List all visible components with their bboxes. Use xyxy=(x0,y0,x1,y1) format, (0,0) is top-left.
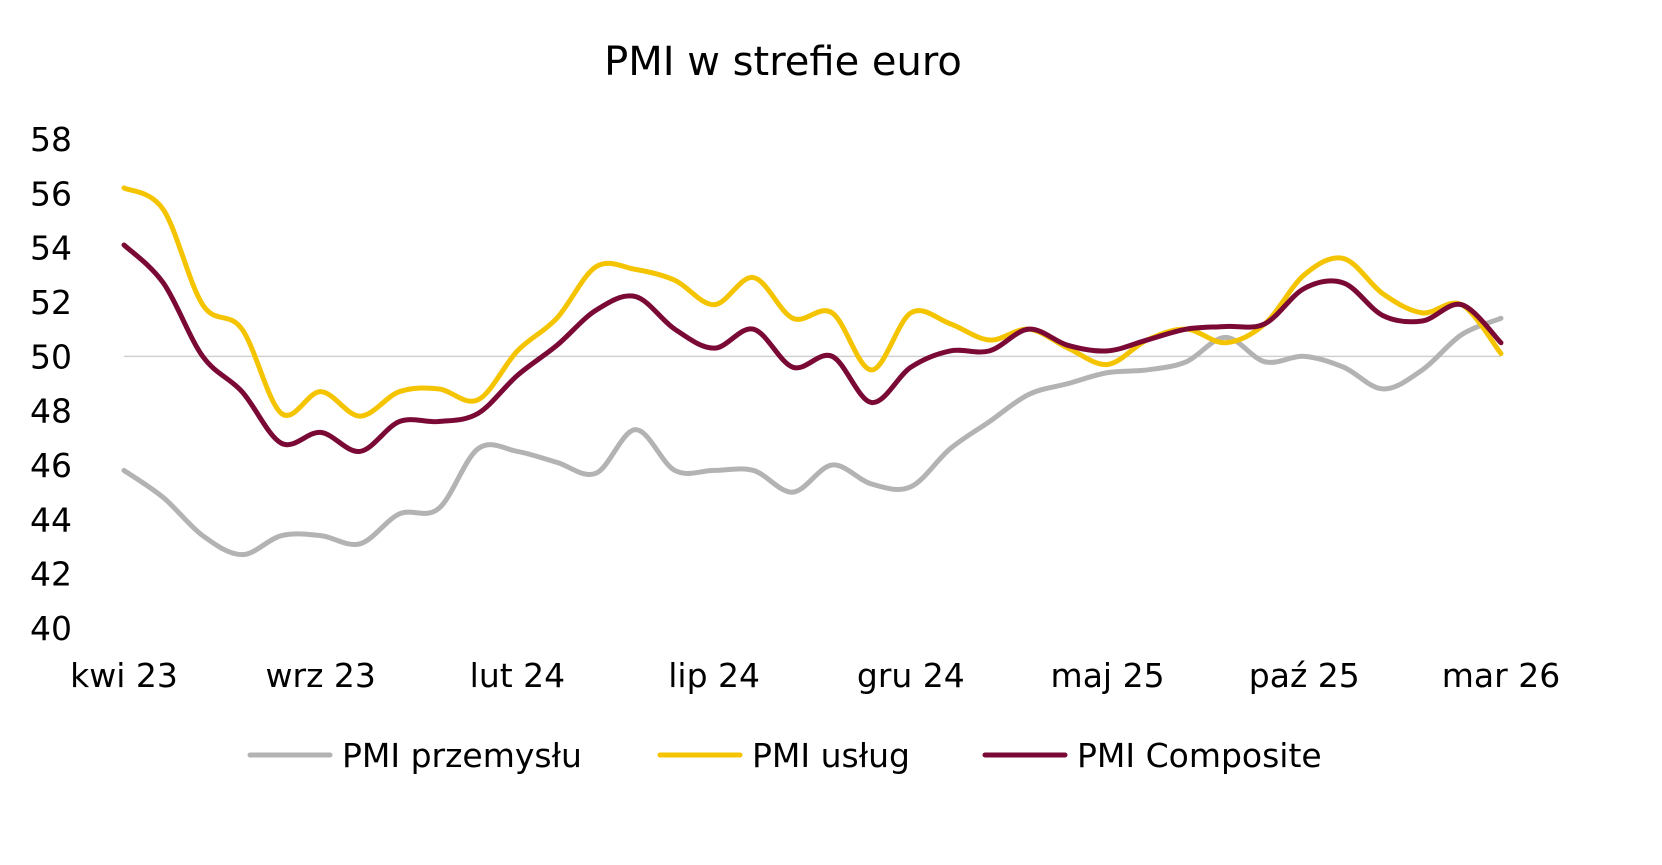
x-tick-label: wrz 23 xyxy=(266,656,376,695)
y-tick-label: 48 xyxy=(30,392,72,431)
series-line-1 xyxy=(121,185,1504,419)
series-lines xyxy=(121,185,1504,558)
legend-label: PMI usług xyxy=(752,736,910,775)
y-tick-label: 44 xyxy=(30,500,72,539)
y-tick-label: 58 xyxy=(30,120,72,159)
y-tick-label: 46 xyxy=(30,446,72,485)
chart-title: PMI w strefie euro xyxy=(604,39,962,85)
legend-item: PMI Composite xyxy=(982,736,1322,775)
x-tick-label: lip 24 xyxy=(668,656,760,695)
legend-item: PMI usług xyxy=(657,736,910,775)
y-tick-label: 50 xyxy=(30,337,72,376)
legend: PMI przemysłu PMI usług PMI Composite xyxy=(247,736,1322,775)
y-tick-label: 56 xyxy=(30,174,72,213)
x-tick-label: lut 24 xyxy=(470,656,566,695)
series-line-0 xyxy=(121,315,1504,558)
x-axis: kwi 23 wrz 23 lut 24 lip 24 gru 24 maj 25 paź … xyxy=(70,656,1560,695)
legend-label: PMI przemysłu xyxy=(342,736,582,775)
y-axis: 40 42 44 46 48 50 52 54 56 58 xyxy=(30,120,72,648)
y-tick-label: 54 xyxy=(30,229,72,268)
legend-item: PMI przemysłu xyxy=(247,736,582,775)
x-tick-label: paź 25 xyxy=(1249,656,1360,695)
y-tick-label: 42 xyxy=(30,555,72,594)
legend-label: PMI Composite xyxy=(1077,736,1322,775)
x-tick-label: maj 25 xyxy=(1051,656,1165,695)
series-line-2 xyxy=(121,242,1504,454)
x-tick-label: mar 26 xyxy=(1442,656,1560,695)
y-tick-label: 52 xyxy=(30,283,72,322)
x-tick-label: gru 24 xyxy=(857,656,965,695)
x-tick-label: kwi 23 xyxy=(70,656,178,695)
y-tick-label: 40 xyxy=(30,609,72,648)
